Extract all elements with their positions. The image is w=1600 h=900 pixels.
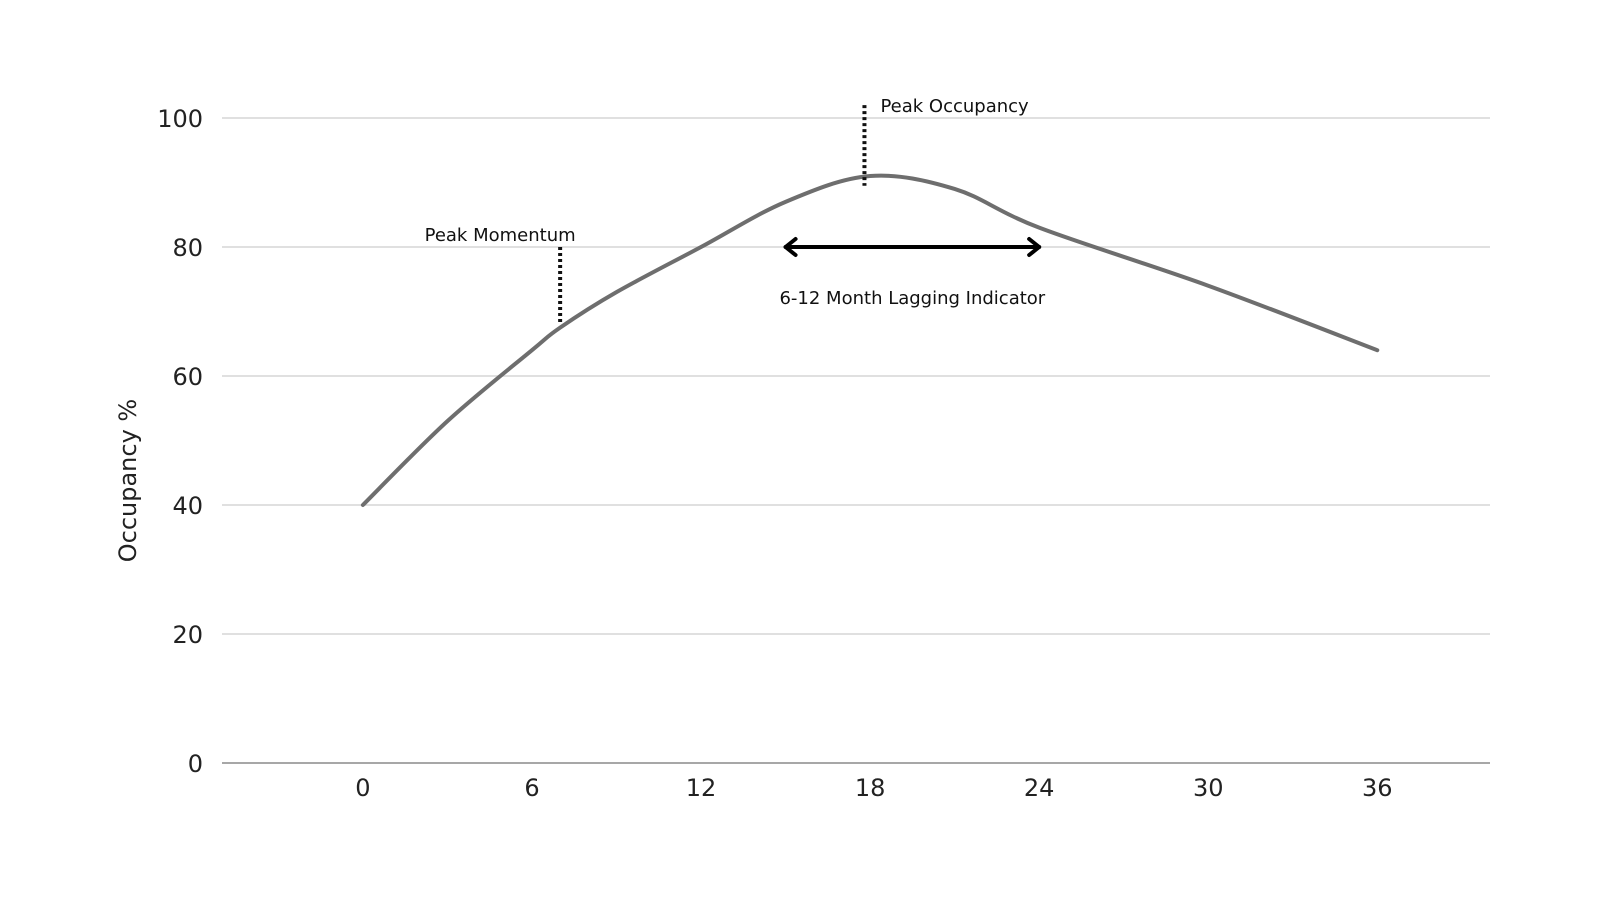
x-tick-label: 30 [1193,774,1224,802]
series-lines [360,173,1380,507]
peak-occupancy-label: Peak Occupancy [880,96,1029,117]
y-tick-label: 0 [188,750,203,778]
y-tick-label: 100 [157,105,203,133]
annotations: Peak Momentum Peak Occupancy 6-12 Month … [425,96,1046,325]
x-tick-label: 18 [855,774,886,802]
x-tick-label: 36 [1362,774,1393,802]
y-tick-label: 60 [172,363,203,391]
y-tick-label: 20 [172,621,203,649]
peak-momentum-label: Peak Momentum [425,225,576,246]
gridlines [222,117,1490,635]
x-tick-label: 12 [686,774,717,802]
y-tick-labels: 0 20 40 60 80 100 [157,105,203,778]
lag-indicator-label: 6-12 Month Lagging Indicator [779,288,1045,309]
y-axis-title: Occupancy % [114,399,142,562]
x-tick-label: 24 [1024,774,1055,802]
x-tick-label: 0 [355,774,370,802]
x-tick-labels: 0 6 12 18 24 30 36 [355,774,1392,802]
lag-double-arrow [783,237,1042,257]
x-tick-label: 6 [524,774,539,802]
y-tick-label: 80 [172,234,203,262]
lag-arrow-left-head [783,237,798,257]
lag-arrow-right-head [1027,237,1042,257]
occupancy-series-line [360,173,1380,507]
y-tick-label: 40 [172,492,203,520]
